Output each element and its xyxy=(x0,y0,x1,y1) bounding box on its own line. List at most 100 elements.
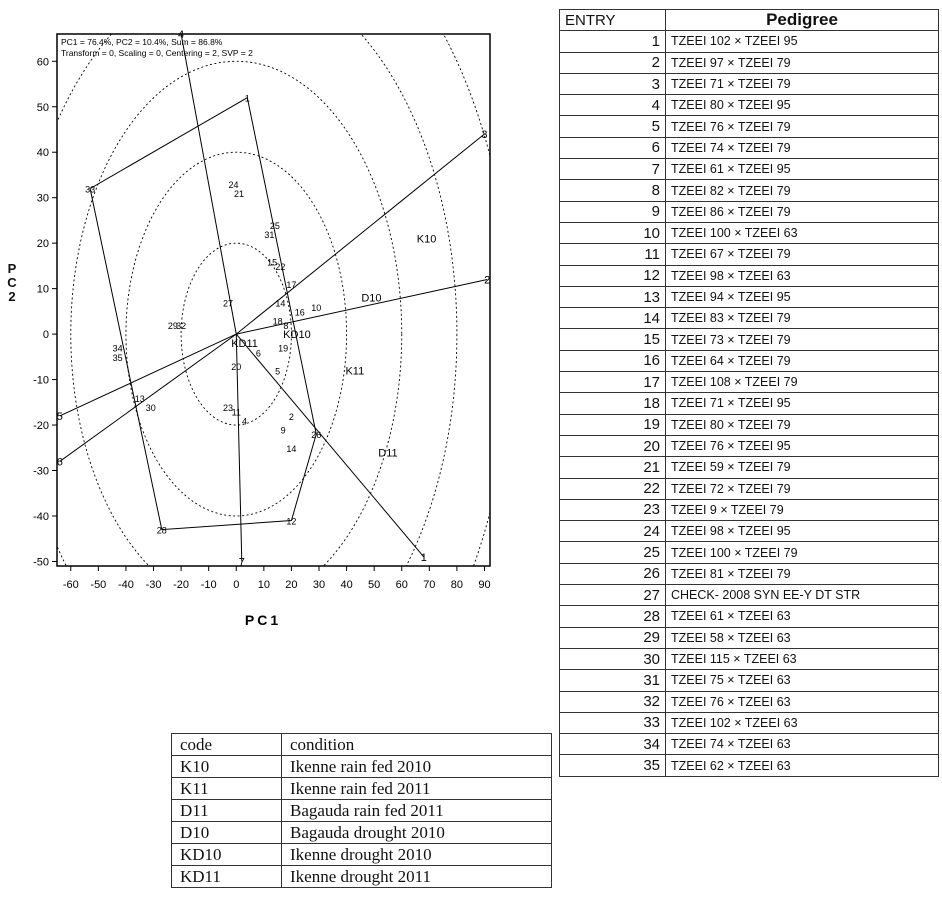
table-row: 34 TZEEI 74 × TZEEI 63 xyxy=(559,733,939,756)
condition-cell: Ikenne drought 2010 xyxy=(281,843,552,866)
condition-cell: Ikenne rain fed 2011 xyxy=(281,777,552,800)
genotype-label: 26 xyxy=(311,430,321,440)
genotype-label: 1 xyxy=(245,94,250,104)
table-row: 3 TZEEI 71 × TZEEI 79 xyxy=(559,72,939,96)
x-tick-label: -20 xyxy=(173,579,189,591)
entry-cell: 35 xyxy=(559,754,666,777)
table-row: 30 TZEEI 115 × TZEEI 63 xyxy=(559,647,939,671)
condition-cell: Ikenne drought 2011 xyxy=(281,865,552,888)
y-tick-label: -40 xyxy=(33,511,49,523)
entry-cell: 4 xyxy=(559,94,666,117)
entry-cell: 28 xyxy=(559,605,666,628)
entry-cell: 25 xyxy=(559,541,666,564)
entry-cell: 12 xyxy=(559,264,666,287)
genotype-label: 2 xyxy=(289,412,294,422)
pedigree-cell: TZEEI 58 × TZEEI 63 xyxy=(665,626,939,649)
entry-cell: 22 xyxy=(559,477,666,500)
y-tick-label: 30 xyxy=(37,193,49,205)
pedigree-cell: TZEEI 98 × TZEEI 95 xyxy=(665,520,939,543)
genotype-label: 9 xyxy=(281,426,286,436)
table-row: 35 TZEEI 62 × TZEEI 63 xyxy=(559,754,939,777)
table-row: 31 TZEEI 75 × TZEEI 63 xyxy=(559,669,939,692)
pedigree-cell: TZEEI 74 × TZEEI 63 xyxy=(665,733,939,756)
table-row: 5 TZEEI 76 × TZEEI 79 xyxy=(559,115,939,138)
entry-cell: 26 xyxy=(559,562,666,586)
genotype-label: 31 xyxy=(264,230,274,240)
pedigree-cell: TZEEI 74 × TZEEI 79 xyxy=(665,136,939,160)
genotype-label: 16 xyxy=(295,307,305,317)
code-cell: D11 xyxy=(171,799,282,822)
genotype-label: 30 xyxy=(146,403,156,413)
genotype-label: 6 xyxy=(256,348,261,358)
pedigree-cell: TZEEI 97 × TZEEI 79 xyxy=(665,51,939,74)
pedigree-cell: TZEEI 86 × TZEEI 79 xyxy=(665,200,939,223)
table-row: 20 TZEEI 76 × TZEEI 95 xyxy=(559,434,939,458)
sector-ray xyxy=(235,133,485,335)
sector-ray xyxy=(59,333,237,417)
entry-cell: 16 xyxy=(559,349,666,373)
code-cell: KD11 xyxy=(171,865,282,888)
entry-cell: 30 xyxy=(559,647,666,671)
y-tick-label: 20 xyxy=(37,238,49,250)
entry-cell: 11 xyxy=(559,243,666,266)
entry-cell: 32 xyxy=(559,690,666,713)
genotype-label: 6 xyxy=(57,456,63,468)
table-row: 9 TZEEI 86 × TZEEI 79 xyxy=(559,200,939,223)
code-cell: K11 xyxy=(171,777,282,800)
table-row: 11 TZEEI 67 × TZEEI 79 xyxy=(559,243,939,266)
sector-ray xyxy=(235,334,243,562)
pedigree-cell: TZEEI 102 × TZEEI 95 xyxy=(665,30,939,53)
table-row: 12 TZEEI 98 × TZEEI 63 xyxy=(559,264,939,287)
pedigree-cell: TZEEI 61 × TZEEI 95 xyxy=(665,158,939,181)
table-row: 32 TZEEI 76 × TZEEI 63 xyxy=(559,690,939,713)
genotype-label: 1 xyxy=(421,552,427,564)
table-row: 4 TZEEI 80 × TZEEI 95 xyxy=(559,94,939,117)
x-tick-label: -60 xyxy=(63,579,79,591)
pedigree-cell: TZEEI 64 × TZEEI 79 xyxy=(665,349,939,373)
entry-cell: 33 xyxy=(559,711,666,735)
pedigree-cell: TZEEI 72 × TZEEI 79 xyxy=(665,477,939,500)
x-tick-label: 90 xyxy=(478,579,490,591)
plot-header-line-2: Transform = 0, Scaling = 0, Centering = … xyxy=(61,48,253,58)
entry-cell: 27 xyxy=(559,584,666,607)
entry-cell: 29 xyxy=(559,626,666,649)
x-tick-label: 60 xyxy=(396,579,408,591)
entry-cell: 17 xyxy=(559,371,666,394)
entry-cell: 21 xyxy=(559,456,666,479)
table-row: KD10 Ikenne drought 2010 xyxy=(171,843,552,866)
table-row: 24 TZEEI 98 × TZEEI 95 xyxy=(559,520,939,543)
genotype-label: 27 xyxy=(223,298,233,308)
genotype-label: 22 xyxy=(275,262,285,272)
x-axis: -60 -50 -40 -30 -20 -10 0 10 20 30 40 50 60 70 80 90 xyxy=(63,566,491,591)
pedigree-cell: TZEEI 71 × TZEEI 79 xyxy=(665,72,939,96)
sector-lines xyxy=(59,34,488,562)
table-row: 1 TZEEI 102 × TZEEI 95 xyxy=(559,30,939,53)
genotype-label: 29 xyxy=(168,321,178,331)
plot-frame xyxy=(56,33,491,567)
y-axis: -50 -40 -30 -20 -10 0 10 20 30 40 50 60 xyxy=(33,56,57,568)
y-tick-label: -50 xyxy=(33,556,49,568)
genotype-label: 14 xyxy=(275,298,285,308)
genotype-label: 19 xyxy=(278,344,288,354)
code-header-row: code condition xyxy=(171,733,552,756)
y-tick-label: 50 xyxy=(37,102,49,114)
entry-cell: 15 xyxy=(559,328,666,351)
pedigree-cell: TZEEI 71 × TZEEI 95 xyxy=(665,392,939,415)
environment-label: K10 xyxy=(417,234,437,246)
x-tick-label: 30 xyxy=(313,579,325,591)
table-row: 21 TZEEI 59 × TZEEI 79 xyxy=(559,456,939,479)
table-row: 7 TZEEI 61 × TZEEI 95 xyxy=(559,158,939,181)
genotype-label: 10 xyxy=(311,303,321,313)
genotype-label: 20 xyxy=(231,362,241,372)
table-row: K10 Ikenne rain fed 2010 xyxy=(171,755,552,778)
entry-cell: 5 xyxy=(559,115,666,138)
table-row: 10 TZEEI 100 × TZEEI 63 xyxy=(559,221,939,245)
pedigree-cell: TZEEI 62 × TZEEI 63 xyxy=(665,754,939,777)
y-tick-label: 10 xyxy=(37,284,49,296)
concentric-circles xyxy=(57,34,490,566)
pedigree-cell: TZEEI 81 × TZEEI 79 xyxy=(665,562,939,586)
x-tick-label: 10 xyxy=(258,579,270,591)
entry-cell: 1 xyxy=(559,30,666,53)
entry-cell: 2 xyxy=(559,51,666,74)
